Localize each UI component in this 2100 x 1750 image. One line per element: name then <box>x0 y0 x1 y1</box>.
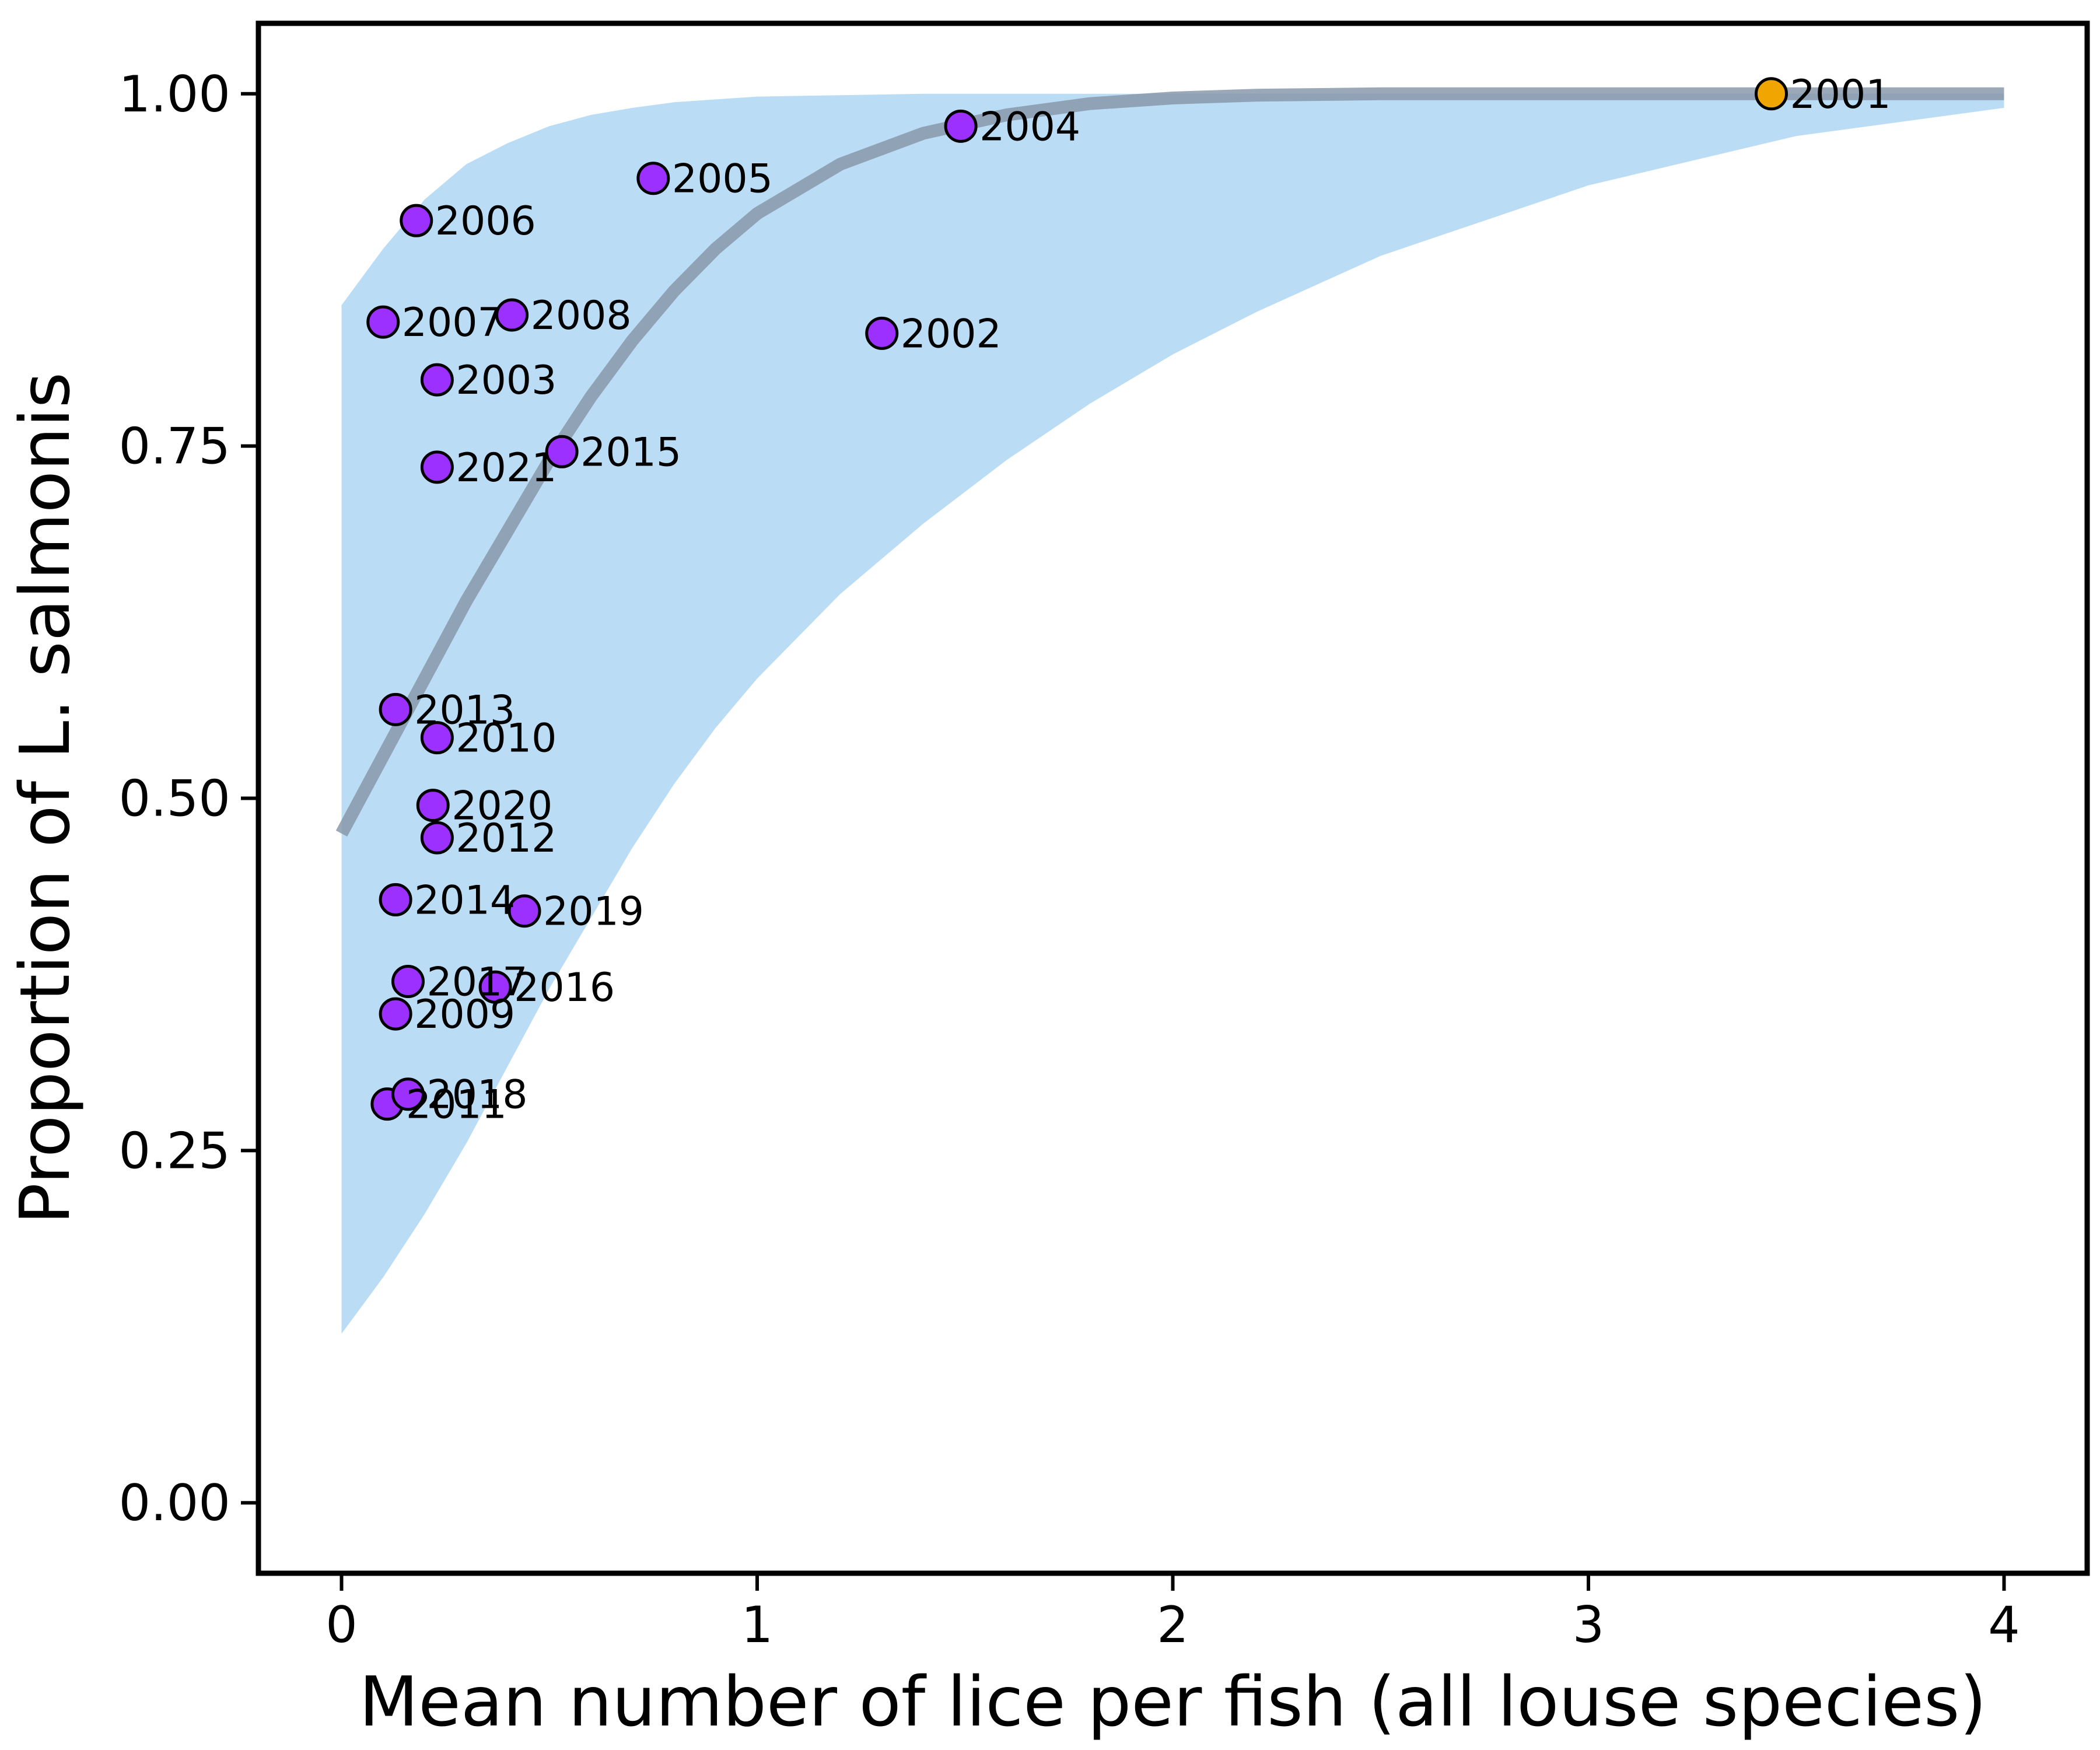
x-axis-ticks: 0 1 2 3 4 <box>326 1573 2020 1654</box>
point-label-2009: 2009 <box>414 992 515 1038</box>
data-point-2014 <box>379 883 412 916</box>
data-point-2007 <box>366 305 400 339</box>
fit-line <box>335 87 2004 837</box>
x-tick-label: 0 <box>326 1596 358 1654</box>
y-tick-label: 1.00 <box>119 65 230 124</box>
point-label-2001: 2001 <box>1790 72 1891 118</box>
point-label-2010: 2010 <box>456 716 556 762</box>
y-tick-label: 0.00 <box>119 1474 230 1532</box>
point-label-2002: 2002 <box>901 311 1002 357</box>
data-point-2012 <box>420 821 454 855</box>
x-tick-label: 1 <box>741 1596 774 1654</box>
point-label-2020: 2020 <box>452 783 552 830</box>
point-label-2012: 2012 <box>456 816 556 862</box>
data-point-2017 <box>391 965 425 999</box>
data-point-2020 <box>416 789 450 822</box>
y-tick-label: 0.50 <box>119 770 230 828</box>
point-label-2003: 2003 <box>456 358 556 404</box>
data-point-2013 <box>379 692 412 726</box>
point-label-2006: 2006 <box>435 198 536 244</box>
point-label-2017: 2017 <box>427 960 528 1006</box>
point-label-2019: 2019 <box>543 889 644 935</box>
point-label-2018: 2018 <box>427 1072 528 1118</box>
data-point-2001 <box>1755 77 1788 111</box>
point-label-2004: 2004 <box>979 104 1080 150</box>
confidence-band <box>341 93 2004 1334</box>
point-label-2015: 2015 <box>580 429 681 475</box>
data-point-2021 <box>420 450 454 484</box>
y-axis-title: Proportion of L. salmonis <box>5 372 85 1224</box>
data-point-2002 <box>865 316 899 350</box>
point-label-2021: 2021 <box>456 445 556 491</box>
data-point-2008 <box>495 298 529 332</box>
point-label-2008: 2008 <box>531 293 632 339</box>
data-point-2010 <box>420 721 454 755</box>
data-point-2006 <box>400 204 433 237</box>
confidence-band-layer <box>341 93 2004 1334</box>
data-point-2003 <box>420 363 454 397</box>
point-label-2005: 2005 <box>672 156 773 202</box>
data-points-layer <box>366 77 1788 1121</box>
point-labels-layer: 2001 2002 2003 2004 2005 2006 2007 2008 2009 2010… <box>402 72 1891 1128</box>
data-point-2016 <box>478 970 512 1004</box>
x-tick-label: 2 <box>1157 1596 1189 1654</box>
x-tick-label: 3 <box>1573 1596 1605 1654</box>
x-tick-label: 4 <box>1988 1596 2020 1654</box>
y-tick-label: 0.75 <box>119 418 230 476</box>
point-label-2013: 2013 <box>414 687 515 733</box>
y-tick-label: 0.25 <box>119 1122 230 1180</box>
point-label-2011: 2011 <box>406 1082 507 1128</box>
data-point-2005 <box>636 162 670 195</box>
data-point-2015 <box>545 435 579 468</box>
data-point-2018 <box>391 1077 425 1111</box>
data-point-2004 <box>944 109 978 143</box>
point-label-2016: 2016 <box>514 965 615 1011</box>
point-label-2014: 2014 <box>414 877 515 923</box>
data-point-2009 <box>379 997 412 1031</box>
x-axis-title: Mean number of lice per fish (all louse … <box>359 1661 1987 1742</box>
y-axis-ticks: 0.00 0.25 0.50 0.75 1.00 <box>119 65 258 1532</box>
fit-line-layer <box>335 87 2004 837</box>
data-point-2019 <box>508 894 541 928</box>
point-label-2007: 2007 <box>402 300 503 346</box>
